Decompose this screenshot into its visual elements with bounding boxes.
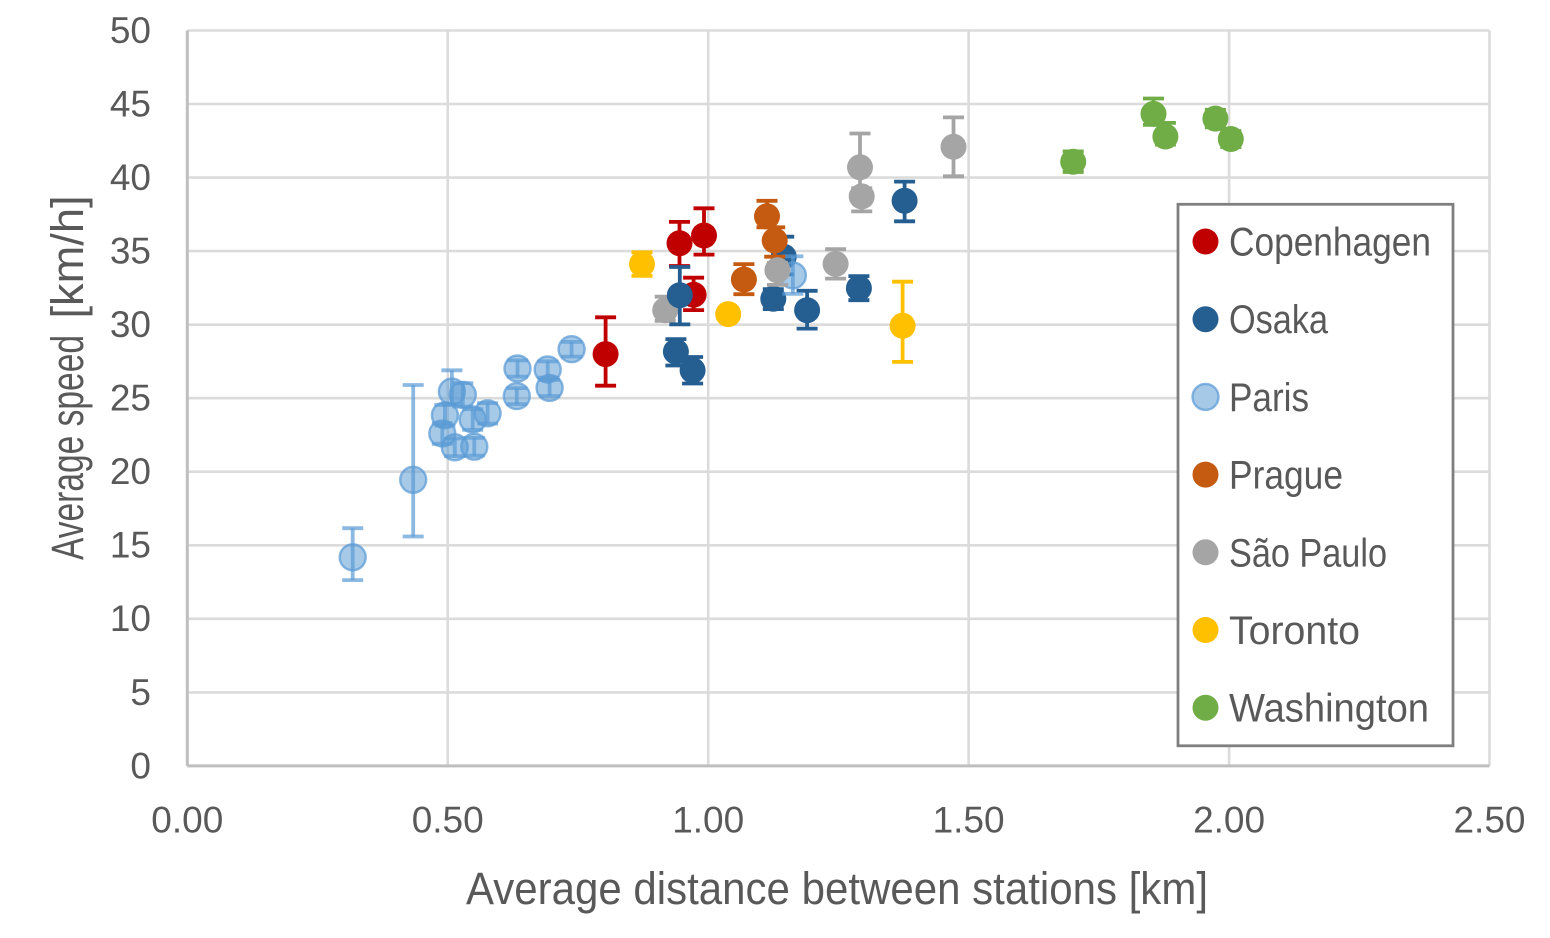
svg-text:1.50: 1.50 <box>933 800 1005 841</box>
svg-text:[km/h]: [km/h] <box>42 196 93 319</box>
svg-text:5: 5 <box>130 672 151 713</box>
svg-text:Toronto: Toronto <box>1229 609 1360 653</box>
svg-text:Washington: Washington <box>1229 687 1429 731</box>
svg-text:40: 40 <box>110 157 151 198</box>
svg-text:Prague: Prague <box>1229 454 1343 498</box>
svg-text:Average speed: Average speed <box>42 335 93 560</box>
svg-text:45: 45 <box>110 83 151 124</box>
svg-text:35: 35 <box>110 231 151 272</box>
svg-text:50: 50 <box>110 10 151 51</box>
svg-text:Copenhagen: Copenhagen <box>1229 221 1431 265</box>
svg-text:São Paulo: São Paulo <box>1229 531 1387 575</box>
svg-text:Average distance between stati: Average distance between stations [km] <box>466 863 1208 914</box>
svg-text:0.50: 0.50 <box>412 800 484 841</box>
svg-text:15: 15 <box>110 525 151 566</box>
svg-text:Paris: Paris <box>1229 376 1309 420</box>
svg-text:2.50: 2.50 <box>1453 800 1525 841</box>
svg-text:0.00: 0.00 <box>151 800 223 841</box>
svg-text:20: 20 <box>110 451 151 492</box>
svg-text:Osaka: Osaka <box>1229 298 1329 342</box>
svg-text:30: 30 <box>110 304 151 345</box>
svg-text:0: 0 <box>130 745 151 786</box>
svg-text:25: 25 <box>110 378 151 419</box>
svg-text:10: 10 <box>110 598 151 639</box>
svg-text:1.00: 1.00 <box>672 800 744 841</box>
svg-text:2.00: 2.00 <box>1193 800 1265 841</box>
